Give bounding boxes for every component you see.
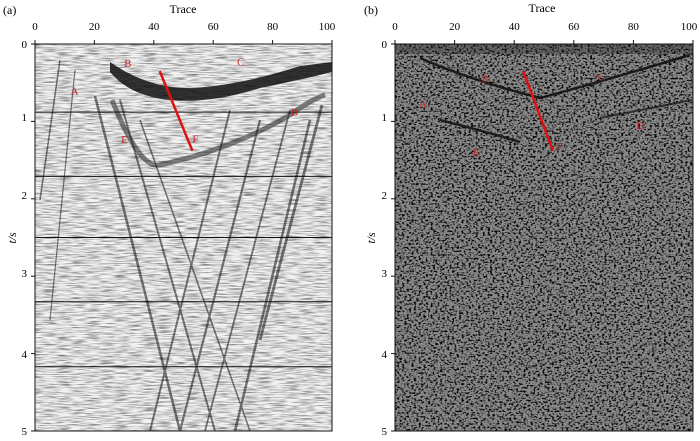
panel-b-x-tick-marks bbox=[394, 40, 694, 44]
panel-b-y-tick: 5 bbox=[382, 426, 388, 438]
panel-b-x-tick: 100 bbox=[681, 21, 698, 33]
panel-a-y-tick: 4 bbox=[22, 349, 28, 361]
panel-a-x-tick: 80 bbox=[267, 21, 279, 33]
panel-a-x-tick: 60 bbox=[208, 21, 220, 33]
panel-b-y-tick: 2 bbox=[382, 190, 388, 202]
panel-b-x-tick: 20 bbox=[449, 21, 461, 33]
panel-b-event-label: D bbox=[636, 120, 644, 132]
panel-b-y-title: t/s bbox=[364, 232, 378, 244]
panel-b-x-ticks: 0 20 40 60 80 100 bbox=[392, 21, 698, 33]
panel-a-event-label: B bbox=[124, 58, 131, 70]
panel-b-event-label: B bbox=[481, 74, 488, 86]
panel-a-x-tick: 0 bbox=[32, 21, 38, 33]
panel-b-y-tick: 4 bbox=[382, 349, 388, 361]
panel-b-event-label: C bbox=[598, 71, 605, 83]
panel-b-x-tick: 0 bbox=[392, 21, 398, 33]
panel-a-shallow-event bbox=[110, 62, 332, 101]
panel-a-red-line bbox=[158, 70, 194, 152]
panel-a-y-title: t/s bbox=[5, 232, 19, 244]
panel-a-x-ticks: 0 20 40 60 80 100 bbox=[32, 21, 336, 33]
panel-a-y-tick-marks bbox=[31, 43, 35, 432]
panel-b-reflection-bc bbox=[419, 53, 691, 100]
panel-a-ground-roll-fan bbox=[39, 59, 324, 431]
panel-b-y-tick: 1 bbox=[382, 112, 388, 124]
panel-b-x-tick: 80 bbox=[628, 21, 640, 33]
panel-a-diving-event bbox=[109, 92, 326, 168]
panel-a-event-label: C bbox=[237, 57, 244, 69]
panel-b-y-tick-marks bbox=[391, 43, 395, 432]
panel-a-y-tick: 1 bbox=[22, 112, 28, 124]
panel-a-y-ticks: 0 1 2 3 4 5 bbox=[22, 39, 28, 438]
panel-b-event-label: F bbox=[556, 141, 562, 153]
panel-b-frame bbox=[394, 43, 694, 432]
panel-b-event-label: E bbox=[472, 147, 479, 159]
panel-b-red-line bbox=[521, 70, 555, 152]
panel-b-x-tick: 60 bbox=[568, 21, 580, 33]
panel-b-x-tick: 40 bbox=[509, 21, 521, 33]
panel-a-x-tick-marks bbox=[34, 40, 333, 44]
panel-b-y-tick: 0 bbox=[382, 39, 388, 51]
panel-a-y-tick: 0 bbox=[22, 39, 28, 51]
panel-a-y-tick: 2 bbox=[22, 190, 28, 202]
panel-a-event-label: E bbox=[121, 134, 128, 146]
panel-a-event-label: F bbox=[192, 133, 198, 145]
panel-a-event-label: A bbox=[71, 85, 79, 97]
panel-b-noise-texture bbox=[395, 44, 693, 431]
panel-b: (b) Trace t/s 0 20 40 60 80 100 0 1 2 3 … bbox=[364, 1, 698, 438]
panel-a-x-tick: 100 bbox=[319, 21, 336, 33]
panel-a: (a) Trace t/s 0 20 40 60 80 100 0 1 2 3 … bbox=[3, 2, 336, 438]
panel-a-label: (a) bbox=[3, 3, 16, 17]
panel-a-y-tick: 3 bbox=[22, 268, 28, 280]
panel-a-x-title: Trace bbox=[170, 2, 197, 16]
panel-a-frame bbox=[34, 43, 333, 432]
panel-a-event-label: D bbox=[290, 107, 298, 119]
panel-b-label: (b) bbox=[364, 3, 378, 17]
panel-a-y-tick: 5 bbox=[22, 426, 28, 438]
panel-b-y-tick: 3 bbox=[382, 268, 388, 280]
panel-b-y-ticks: 0 1 2 3 4 5 bbox=[382, 39, 388, 438]
panel-b-top-comb bbox=[395, 44, 693, 54]
panel-b-reflection-d bbox=[599, 99, 693, 119]
panel-b-reflection-e bbox=[439, 118, 521, 144]
panel-a-x-tick: 40 bbox=[148, 21, 160, 33]
panel-b-event-label: A bbox=[419, 98, 427, 110]
panel-a-x-tick: 20 bbox=[89, 21, 101, 33]
panel-b-x-title: Trace bbox=[529, 1, 556, 15]
